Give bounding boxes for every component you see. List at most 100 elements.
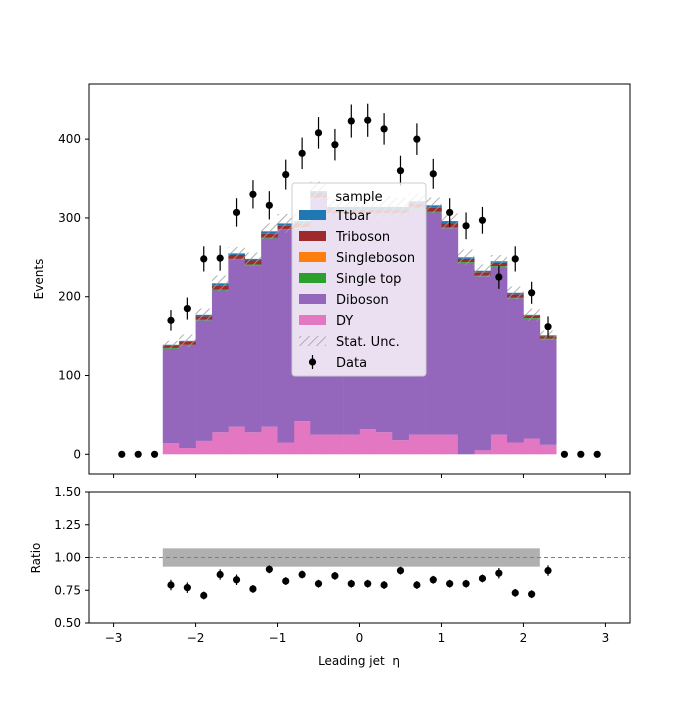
data-point [265, 201, 273, 209]
bar-diboson [441, 228, 459, 435]
data-point [347, 117, 355, 125]
bar-dy [244, 432, 262, 455]
main-frame [88, 83, 631, 475]
bar-dy [211, 432, 229, 455]
bar-diboson [228, 259, 246, 427]
data-point [314, 129, 323, 137]
data-point [249, 190, 257, 198]
legend-title: sample [335, 190, 382, 205]
ratio-point [183, 584, 191, 592]
bar-diboson [211, 290, 229, 433]
bar-dy [392, 440, 409, 455]
data-point [216, 254, 224, 262]
data-point [150, 450, 159, 458]
y-tick-label: 300 [58, 211, 81, 225]
legend-label-data: Data [336, 356, 367, 371]
data-point [118, 450, 126, 458]
x-axis-label: Leading jet η [318, 654, 400, 668]
stat-unc-band [195, 308, 212, 322]
ratio-point [200, 591, 208, 600]
ratio-point [511, 589, 519, 597]
bar-dy [277, 442, 295, 455]
data-point [183, 304, 191, 313]
bar-diboson [490, 266, 508, 435]
legend-swatch-diboson [299, 294, 326, 304]
x-tick-label: 3 [602, 631, 610, 645]
legend-label-ttbar: Ttbar [335, 209, 371, 224]
legend-swatch-dy [299, 315, 326, 325]
ratio-point [413, 581, 421, 589]
data-point [429, 170, 437, 178]
data-point [413, 135, 421, 143]
legend-swatch-ttbar [299, 210, 326, 220]
x-tick-label: −1 [269, 631, 287, 645]
ratio-point [265, 565, 273, 573]
legend-label-diboson: Diboson [336, 293, 389, 308]
data-point [282, 171, 290, 179]
stat-unc-band [162, 340, 180, 349]
legend-label-single-top: Single top [336, 272, 401, 287]
data-point [528, 289, 536, 297]
y-tick-label: 400 [58, 132, 81, 146]
stat-unc-band [277, 214, 294, 233]
ratio-y-tick-label: 1.50 [54, 485, 81, 499]
ratio-y-tick-label: 1.25 [54, 518, 81, 532]
stat-unc-band [425, 197, 442, 214]
legend-label-dy: DY [336, 314, 353, 329]
bar-dy [359, 429, 377, 455]
legend-swatch-singleboson [299, 252, 326, 262]
legend-swatch-triboson [299, 231, 326, 241]
bar-diboson [195, 320, 213, 441]
ratio-point [282, 577, 290, 585]
stat-unc-band [523, 308, 540, 322]
stat-unc-band [457, 249, 475, 266]
data-point [232, 208, 241, 217]
bar-dy [343, 434, 360, 455]
ratio-point [544, 567, 552, 575]
data-point [364, 116, 372, 124]
bar-diboson [457, 262, 475, 455]
legend-swatch-data [308, 358, 317, 366]
bar-diboson [425, 212, 442, 435]
bar-dy [293, 421, 311, 455]
legend-swatch-stat-unc [299, 336, 326, 346]
data-point [331, 141, 339, 149]
x-tick-label: 0 [356, 631, 364, 645]
ratio-point [167, 581, 175, 589]
bar-dy [179, 448, 196, 455]
bar-diboson [474, 276, 491, 451]
ratio-point [429, 576, 437, 584]
bar-dy [195, 440, 213, 455]
data-point [577, 450, 585, 458]
ratio-point [298, 570, 306, 579]
data-point [200, 255, 208, 263]
bar-diboson [261, 238, 278, 427]
legend-label-stat-unc: Stat. Unc. [336, 335, 400, 350]
x-tick-label: −3 [105, 631, 123, 645]
data-point [544, 323, 552, 331]
bar-dy [375, 432, 393, 455]
stat-unc-band [261, 223, 278, 240]
data-point [478, 216, 487, 224]
data-point [396, 167, 405, 175]
bar-diboson [244, 265, 262, 433]
x-tick-label: 1 [438, 631, 446, 645]
ratio-point [446, 580, 454, 588]
stat-unc-band [474, 264, 491, 278]
bar-dy [539, 444, 557, 455]
stat-unc-band [490, 254, 508, 268]
data-point [511, 255, 519, 263]
bar-dy [490, 434, 508, 455]
bar-dy [523, 438, 541, 455]
bar-dy [310, 434, 328, 455]
y-tick-label: 0 [73, 447, 81, 461]
bar-dy [261, 426, 278, 455]
stat-unc-band [244, 252, 262, 266]
legend-label-triboson: Triboson [335, 230, 390, 245]
bar-dy [228, 426, 246, 455]
data-point [462, 222, 470, 230]
ratio-y-tick-label: 0.75 [54, 583, 81, 597]
bar-dy [408, 434, 426, 455]
ratio-point [478, 574, 487, 583]
y-tick-label: 100 [58, 369, 81, 383]
